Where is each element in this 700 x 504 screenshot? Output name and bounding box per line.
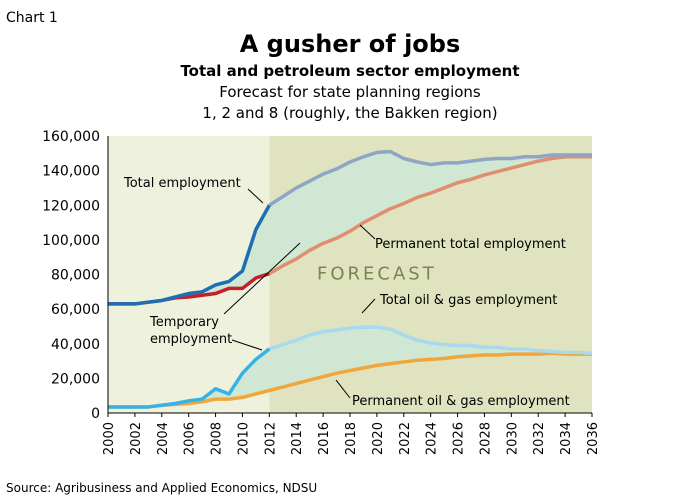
annotation-temporary-line-1: Temporary — [149, 315, 219, 330]
annotation-permanent-oilgas-employment: Permanent oil & gas employment — [352, 394, 570, 409]
leader-total-oilgas-employment — [361, 298, 376, 314]
y-tick-label: 80,000 — [51, 268, 100, 284]
series-total-actual — [108, 204, 271, 306]
x-tick-label: 2036 — [586, 422, 601, 455]
x-tick-label: 2034 — [559, 422, 574, 455]
annotation-total-employment: Total employment — [123, 176, 241, 191]
plot-area: FORECAST 0 20,000 40,000 60,000 80,000 100,000… — [42, 129, 601, 455]
x-tick-label: 2018 — [344, 422, 359, 455]
y-tick-label: 120,000 — [42, 198, 100, 214]
x-tick-label: 2008 — [210, 422, 225, 455]
annotation-temporary-line-2: employment — [150, 332, 232, 347]
x-tick-label: 2030 — [505, 422, 520, 455]
chart-subtitle-line-1: Forecast for state planning regions — [219, 83, 481, 101]
series-permanent-forecast — [268, 155, 592, 276]
leader-temporary-lower — [231, 339, 263, 351]
x-tick-label: 2032 — [532, 422, 547, 455]
x-tick-label: 2016 — [317, 422, 332, 455]
x-tick-label: 2006 — [183, 422, 198, 455]
y-tick-label: 140,000 — [42, 164, 100, 180]
temporary-employment-band — [108, 151, 592, 304]
x-tick-label: 2026 — [452, 422, 467, 455]
y-tick-label: 100,000 — [42, 233, 100, 249]
leader-permanent-oilgas-employment — [335, 379, 351, 399]
x-tick-label: 2020 — [371, 422, 386, 455]
leader-permanent-total-employment — [359, 224, 376, 240]
chart-subtitle-line-2: 1, 2 and 8 (roughly, the Bakken region) — [202, 104, 497, 122]
x-tick-label: 2028 — [478, 422, 493, 455]
series-total-forecast — [268, 149, 592, 207]
chart-label: Chart 1 — [6, 10, 58, 26]
series-oilgas-forecast — [268, 325, 593, 356]
y-tick-label: 160,000 — [42, 129, 100, 145]
x-tick-label: 2012 — [263, 422, 278, 455]
leader-temporary-upper — [223, 242, 301, 315]
x-tick-label: 2010 — [236, 422, 251, 455]
annotation-total-oilgas-employment: Total oil & gas employment — [379, 293, 557, 308]
source-note: Source: Agribusiness and Applied Economi… — [6, 481, 317, 495]
y-tick-label: 20,000 — [51, 371, 100, 387]
chart-subtitle: Total and petroleum sector employment — [180, 62, 519, 80]
y-tick-label: 0 — [91, 406, 100, 422]
annotation-permanent-total-employment: Permanent total employment — [375, 237, 566, 252]
chart-title: A gusher of jobs — [240, 30, 461, 58]
y-tick-label: 40,000 — [51, 337, 100, 353]
x-tick-label: 2024 — [425, 422, 440, 455]
x-tick-label: 2014 — [290, 422, 305, 455]
x-tick-label: 2000 — [102, 422, 117, 455]
x-tick-label: 2022 — [398, 422, 413, 455]
series-oilgas-actual — [108, 347, 271, 409]
forecast-label: FORECAST — [317, 264, 437, 285]
x-tick-label: 2002 — [129, 422, 144, 455]
leader-total-employment — [247, 188, 264, 204]
x-tick-label: 2004 — [156, 422, 171, 455]
y-tick-label: 60,000 — [51, 302, 100, 318]
series-perm_oilgas-forecast — [268, 351, 592, 393]
